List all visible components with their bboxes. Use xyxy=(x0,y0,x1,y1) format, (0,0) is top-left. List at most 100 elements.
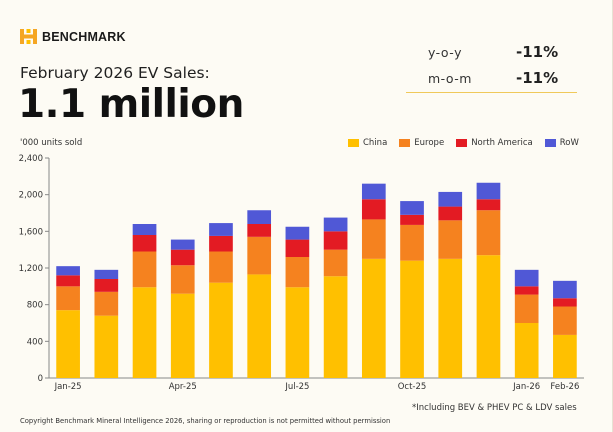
bar-segment-north-america xyxy=(476,199,501,211)
legend-swatch-north-america xyxy=(456,139,468,147)
bar-segment-europe xyxy=(514,294,539,323)
bar-segment-north-america xyxy=(285,239,310,257)
bar-segment-europe xyxy=(400,224,424,261)
bar-segment-europe xyxy=(170,265,195,294)
legend-label: Europe xyxy=(414,138,445,148)
legend-label: RoW xyxy=(559,138,579,148)
bar-segment-north-america xyxy=(400,214,424,225)
y-tick-label: 2,000 xyxy=(19,191,43,201)
legend-item-europe: Europe xyxy=(399,138,444,148)
bar-segment-row xyxy=(514,269,539,287)
bar-segment-china xyxy=(247,274,272,378)
bar-segment-north-america xyxy=(132,235,157,252)
bar-segment-china xyxy=(438,258,463,378)
legend-swatch-row xyxy=(544,139,556,147)
x-tick-label: Oct-25 xyxy=(398,382,427,392)
stats-divider xyxy=(406,92,577,93)
bar-segment-china xyxy=(514,323,539,378)
x-tick-label: Feb-26 xyxy=(550,382,579,392)
stat-label: y-o-y xyxy=(428,45,462,60)
growth-stats: y-o-y -11% m-o-m -11% xyxy=(406,40,577,93)
bar-segment-north-america xyxy=(553,298,577,307)
bar-segment-europe xyxy=(553,306,577,335)
footnote: *Including BEV & PHEV PC & LDV sales xyxy=(412,403,577,413)
bar-segment-china xyxy=(476,255,501,378)
benchmark-logo-icon xyxy=(20,29,37,44)
bar-segment-north-america xyxy=(247,224,272,237)
bar-segment-row xyxy=(56,266,80,276)
bar-segment-north-america xyxy=(323,231,348,250)
bar-segment-china xyxy=(94,315,119,378)
x-tick-label: Jan-25 xyxy=(54,382,82,392)
bar-segment-row xyxy=(94,269,119,279)
bar-segment-europe xyxy=(247,236,272,275)
legend-item-row: RoW xyxy=(544,138,579,148)
bar-segment-europe xyxy=(94,291,119,316)
bar-segment-europe xyxy=(56,286,80,311)
page-subtitle: February 2026 EV Sales: xyxy=(20,64,210,82)
copyright-notice: Copyright Benchmark Mineral Intelligence… xyxy=(20,417,391,425)
bar-segment-north-america xyxy=(170,249,195,266)
bar-segment-china xyxy=(553,334,577,378)
bar-segment-europe xyxy=(438,220,463,259)
y-tick-label: 0 xyxy=(38,374,43,384)
bar-segment-row xyxy=(438,191,463,207)
bar-segment-row xyxy=(132,224,157,235)
legend-swatch-europe xyxy=(399,139,411,147)
bar-segment-row xyxy=(400,201,424,215)
bar-segment-china xyxy=(56,310,80,378)
legend-item-north-america: North America xyxy=(456,138,533,148)
bar-segment-north-america xyxy=(438,206,463,221)
brand-name: BENCHMARK xyxy=(42,29,126,44)
brand-logo: BENCHMARK xyxy=(20,29,126,44)
bar-segment-row xyxy=(247,210,272,224)
chart-legend: China Europe North America RoW xyxy=(348,138,579,148)
bar-segment-china xyxy=(209,282,233,378)
y-tick-label: 1,600 xyxy=(19,227,43,237)
bar-segment-europe xyxy=(132,251,157,288)
bar-segment-europe xyxy=(361,219,386,259)
stat-row-yoy: y-o-y -11% xyxy=(406,40,577,66)
bar-segment-row xyxy=(361,183,386,200)
y-tick-label: 1,200 xyxy=(19,264,43,274)
x-tick-label: Apr-25 xyxy=(169,382,197,392)
bar-segment-china xyxy=(323,276,348,378)
bar-segment-europe xyxy=(476,210,501,256)
bar-segment-north-america xyxy=(361,199,386,220)
bar-segment-north-america xyxy=(94,279,119,292)
bar-segment-row xyxy=(209,223,233,236)
y-tick-label: 400 xyxy=(27,337,43,347)
bar-segment-europe xyxy=(209,251,233,283)
bar-segment-north-america xyxy=(56,275,80,287)
legend-item-china: China xyxy=(348,138,387,148)
bar-segment-china xyxy=(170,293,195,378)
bar-segment-row xyxy=(323,217,348,232)
y-tick-label: 2,400 xyxy=(19,154,43,164)
bar-segment-europe xyxy=(323,249,348,277)
y-tick-label: 800 xyxy=(27,301,43,311)
bar-segment-row xyxy=(170,239,195,250)
stat-value: -11% xyxy=(516,43,559,61)
stat-label: m-o-m xyxy=(428,71,472,86)
x-tick-label: Jul-25 xyxy=(284,382,309,392)
stat-row-mom: m-o-m -11% xyxy=(406,66,577,92)
bar-segment-china xyxy=(285,287,310,378)
bar-segment-row xyxy=(285,226,310,240)
stat-value: -11% xyxy=(516,69,559,87)
x-tick-label: Jan-26 xyxy=(512,382,540,392)
headline-figure: 1.1 million xyxy=(18,82,244,127)
units-label: '000 units sold xyxy=(20,138,83,148)
bar-segment-row xyxy=(553,280,577,299)
bar-segment-china xyxy=(132,287,157,378)
legend-swatch-china xyxy=(348,139,359,147)
bar-segment-china xyxy=(400,260,424,378)
bar-segment-china xyxy=(361,258,386,378)
bar-segment-north-america xyxy=(209,235,233,252)
bar-segment-row xyxy=(476,182,501,200)
legend-label: China xyxy=(363,138,388,148)
bar-segment-north-america xyxy=(514,286,539,295)
legend-label: North America xyxy=(471,138,533,148)
bar-segment-europe xyxy=(285,257,310,288)
